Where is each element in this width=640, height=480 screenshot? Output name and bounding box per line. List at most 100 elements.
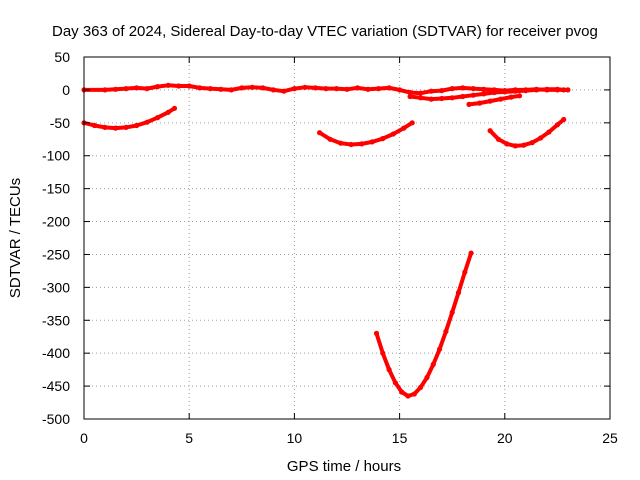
series-line [408,87,566,102]
y-tick-label: -500 [42,411,70,427]
data-point [327,136,333,142]
data-point [171,105,178,111]
x-tick-label: 10 [287,430,303,446]
data-point [533,87,540,93]
series-line [374,251,474,398]
data-point [443,328,449,335]
data-point [155,115,161,121]
y-tick-label: -300 [42,279,70,295]
data-point [134,85,140,91]
x-tick-label: 20 [497,430,513,446]
data-point [302,84,308,90]
data-point [502,89,508,95]
data-point [468,250,474,256]
data-point [291,86,297,92]
ticks: 0 5 10 15 20 25 50 0 -50 -100 -150 -200 -250 -300 -350… [42,49,618,446]
x-tick-label: 0 [80,430,88,446]
y-tick-label: -350 [42,312,70,328]
data-point [424,374,430,381]
data-point [455,290,462,296]
data-point [508,94,514,100]
data-point [365,86,371,92]
data-point [512,88,518,94]
data-point [495,136,502,142]
series-arc-4 [317,120,415,148]
data-point [470,92,476,98]
data-point [529,140,535,146]
data-point [354,85,361,91]
x-tick-label: 15 [392,430,408,446]
x-axis-label: GPS time / hours [287,458,401,475]
data-point [113,125,119,131]
x-tick-label: 5 [185,430,193,446]
data-point [281,88,287,94]
data-point [113,86,119,92]
data-point [504,141,510,147]
data-point [407,93,413,100]
data-point [392,380,398,386]
data-point [376,86,382,92]
data-point [418,90,424,96]
data-point [481,86,487,92]
grid [84,57,610,419]
series-arc-6 [373,250,474,399]
data-point [165,82,171,88]
data-point [477,100,483,106]
data-point [102,124,108,130]
data-point [186,83,192,89]
data-point [260,85,266,91]
data-point [430,361,436,367]
data-point [470,86,476,92]
data-point [123,124,129,130]
data-point [411,391,417,397]
data-point [498,96,504,102]
y-tick-label: 0 [62,82,70,98]
data-point [407,89,413,96]
data-point [348,141,354,148]
data-point [401,125,407,131]
data-point [344,86,350,92]
series-arc-1 [81,105,178,131]
data-point [516,93,523,99]
data-point [523,88,529,94]
data-point [102,87,108,93]
y-tick-label: -150 [42,181,70,197]
series-line [82,106,177,131]
data-point [418,384,424,390]
data-point [369,139,375,145]
data-point [249,84,255,90]
data-point [418,95,424,101]
data-point [466,101,472,107]
data-point [538,135,544,141]
data-point [380,350,386,356]
data-point [333,86,340,92]
y-axis-label: SDTVAR / TECUs [7,178,24,298]
data-point [270,87,276,93]
series-arc-3 [466,93,523,107]
y-tick-label: -400 [42,345,70,361]
data-point [554,86,561,92]
data-point [554,122,561,128]
data-point [428,96,434,102]
data-point [512,143,518,149]
y-tick-label: -50 [50,115,70,131]
data-point [176,83,182,89]
data-point [544,86,550,92]
data-point [373,330,380,336]
data-point [397,87,403,93]
plot-frame [83,56,611,420]
data-point [491,89,497,96]
data-point [439,88,445,94]
y-tick-label: -450 [42,378,70,394]
data-point [449,309,455,315]
data-point [437,346,443,352]
data-point [462,269,468,275]
series-line [82,83,570,96]
data-point [546,129,552,135]
data-point [228,87,234,93]
data-point [323,86,329,92]
data-point [165,109,171,115]
data-point [487,98,493,104]
data-point [91,122,98,129]
